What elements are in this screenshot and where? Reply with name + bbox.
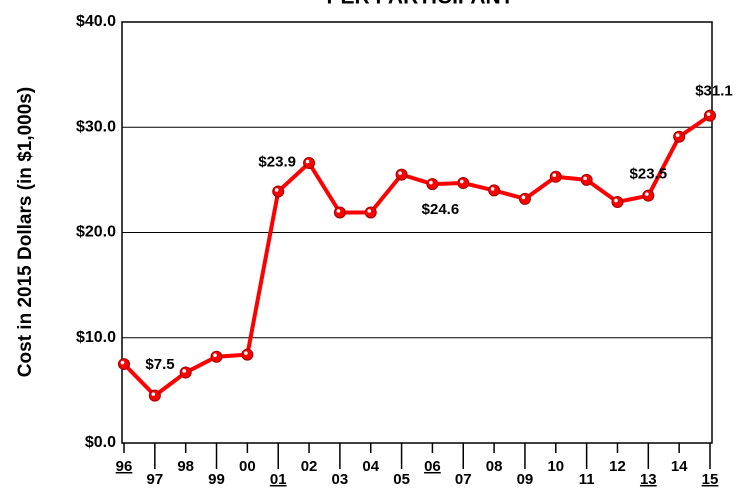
data-point: [303, 157, 316, 170]
data-label: $31.1: [695, 83, 733, 100]
point-highlight: [305, 159, 310, 164]
data-point: [395, 168, 408, 181]
point-highlight: [244, 351, 248, 355]
x-tick-label: 13: [640, 471, 657, 488]
x-tick-label: 11: [579, 471, 595, 488]
data-point: [457, 177, 470, 190]
x-tick-label: 01: [270, 471, 287, 488]
point-highlight: [521, 195, 526, 200]
x-tick-label: 07: [455, 471, 472, 488]
x-tick-label: 10: [547, 458, 564, 475]
point-highlight: [429, 180, 433, 185]
point-highlight: [675, 133, 680, 138]
point-highlight: [583, 176, 587, 181]
data-point: [210, 350, 223, 363]
data-point: [518, 192, 531, 205]
point-highlight: [645, 192, 649, 196]
point-highlight: [274, 188, 279, 192]
x-tick-label: 05: [393, 471, 410, 488]
data-point: [179, 366, 192, 379]
x-tick-label: 08: [486, 458, 503, 475]
data-point: [580, 173, 593, 186]
x-tick-label: 09: [517, 471, 534, 488]
y-axis-label: Cost in 2015 Dollars (in $1,000s): [15, 87, 36, 377]
data-point: [673, 130, 686, 143]
data-point: [611, 195, 624, 208]
point-highlight: [706, 112, 711, 116]
x-tick-label: 98: [177, 458, 194, 475]
data-label: $24.6: [422, 201, 460, 218]
x-tick-label: 02: [301, 458, 318, 475]
x-tick-label: 06: [424, 458, 441, 475]
plot-frame: [121, 21, 713, 444]
x-tick-label: 96: [116, 458, 133, 475]
data-label: $23.9: [258, 153, 296, 170]
data-point: [118, 358, 130, 371]
point-highlight: [151, 392, 156, 396]
point-highlight: [182, 369, 186, 373]
point-highlight: [398, 171, 402, 175]
data-point: [549, 170, 562, 183]
data-point: [642, 189, 655, 202]
y-tick-label: $0.0: [85, 434, 116, 451]
point-highlight: [459, 179, 464, 184]
point-highlight: [552, 173, 557, 178]
point-highlight: [213, 353, 217, 357]
x-tick-label: 00: [239, 458, 256, 475]
point-highlight: [490, 187, 495, 191]
x-tick-label: 03: [332, 471, 349, 488]
data-label: $23.5: [630, 166, 668, 183]
data-point: [364, 206, 377, 219]
x-tick-label: 14: [671, 458, 688, 475]
x-tick-label: 12: [609, 458, 626, 475]
point-highlight: [614, 198, 618, 203]
data-point: [704, 109, 716, 122]
y-tick-label: $30.0: [76, 118, 116, 135]
x-tick-label: 04: [362, 458, 379, 475]
x-tick-label: 97: [146, 471, 163, 488]
y-tick-label: $20.0: [76, 224, 116, 241]
data-point: [488, 184, 501, 197]
data-label: $7.5: [145, 356, 174, 373]
y-tick-label: $10.0: [76, 329, 116, 346]
point-highlight: [120, 360, 125, 365]
data-point: [426, 178, 439, 191]
data-point: [333, 206, 346, 219]
point-highlight: [336, 209, 341, 213]
x-tick-label: 99: [208, 471, 225, 488]
x-tick-label: 15: [702, 471, 719, 488]
point-highlight: [367, 209, 372, 213]
data-point: [241, 348, 254, 361]
chart-title: PER PARTICIPANT: [326, 0, 513, 9]
data-point: [272, 185, 285, 198]
y-tick-label: $40.0: [76, 13, 116, 30]
data-point: [148, 389, 161, 402]
